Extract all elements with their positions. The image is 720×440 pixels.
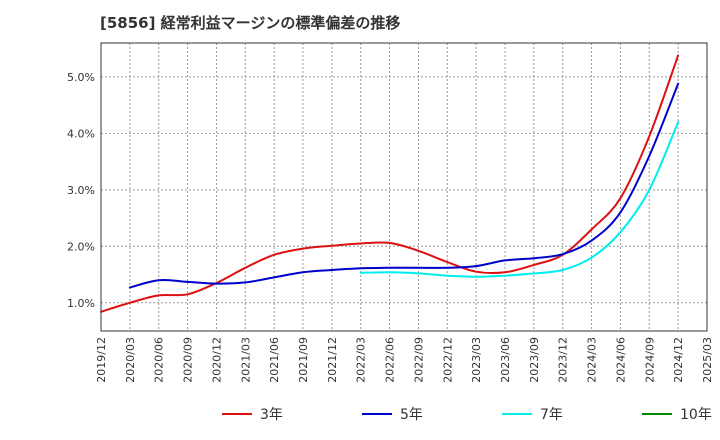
x-tick-label: 2020/12 xyxy=(210,337,223,383)
x-tick-label: 2024/03 xyxy=(586,337,599,383)
x-tick-label: 2020/06 xyxy=(153,337,166,383)
plot-frame xyxy=(100,42,708,332)
series-line-3年 xyxy=(100,54,680,313)
x-tick-label: 2025/03 xyxy=(701,337,714,383)
legend-label-5年: 5年 xyxy=(400,407,423,423)
series-layer xyxy=(100,54,680,313)
x-tick-label: 2020/03 xyxy=(124,337,137,383)
x-tick-label: 2019/12 xyxy=(95,337,108,383)
legend: 3年 5年 7年 10年 xyxy=(222,407,712,423)
y-tick-label: 3.0% xyxy=(67,184,95,197)
series-line-5年 xyxy=(128,82,680,289)
x-tick-label: 2024/12 xyxy=(672,337,685,383)
x-tick-label: 2021/09 xyxy=(297,337,310,383)
x-tick-label: 2024/09 xyxy=(643,337,656,383)
x-tick-label: 2022/03 xyxy=(355,337,368,383)
x-tick-label: 2023/06 xyxy=(499,337,512,383)
x-tick-label: 2023/12 xyxy=(557,337,570,383)
legend-label-3年: 3年 xyxy=(260,407,283,423)
x-tick-label: 2023/09 xyxy=(528,337,541,383)
legend-label-10年: 10年 xyxy=(680,407,712,423)
y-tick-labels: 1.0% 2.0% 3.0% 4.0% 5.0% xyxy=(67,71,95,310)
x-tick-labels: 2019/12 2020/03 2020/06 2020/09 2020/12 2021/… xyxy=(95,337,714,383)
y-tick-label: 4.0% xyxy=(67,127,95,140)
chart-title: [5856] 経常利益マージンの標準偏差の推移 xyxy=(100,14,401,32)
y-tick-label: 2.0% xyxy=(67,240,95,253)
x-tick-label: 2021/03 xyxy=(239,337,252,383)
y-tick-label: 1.0% xyxy=(67,297,95,310)
grid-layer xyxy=(100,43,708,331)
x-tick-label: 2024/06 xyxy=(614,337,627,383)
y-tick-label: 5.0% xyxy=(67,71,95,84)
x-tick-label: 2021/12 xyxy=(326,337,339,383)
x-tick-label: 2021/06 xyxy=(268,337,281,383)
x-tick-label: 2022/06 xyxy=(384,337,397,383)
legend-label-7年: 7年 xyxy=(540,407,563,423)
x-tick-label: 2022/12 xyxy=(441,337,454,383)
x-tick-label: 2022/09 xyxy=(412,337,425,383)
x-tick-label: 2020/09 xyxy=(182,337,195,383)
series-line-7年 xyxy=(359,121,680,278)
x-tick-label: 2023/03 xyxy=(470,337,483,383)
